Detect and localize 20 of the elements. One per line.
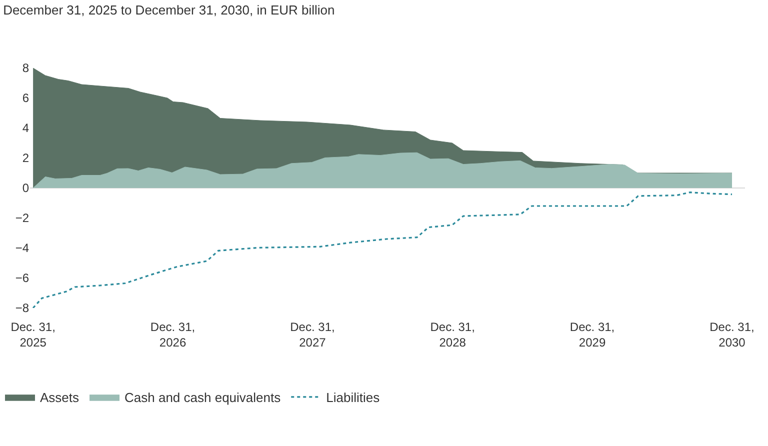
y-tick-label: 4 — [22, 121, 30, 136]
legend-label: Assets — [40, 390, 80, 405]
x-tick-label: Dec. 31, 2030 — [710, 320, 754, 350]
y-tick-label: 2 — [22, 151, 30, 166]
x-tick-label: Dec. 31, 2029 — [570, 320, 615, 350]
y-tick-label: 8 — [22, 61, 30, 76]
line-series — [32, 192, 733, 308]
y-tick-label: −2 — [15, 211, 30, 226]
y-tick-label: −8 — [15, 301, 30, 316]
x-tick-label: Dec. 31, 2026 — [150, 320, 196, 350]
legend-label: Liabilities — [326, 390, 380, 405]
y-tick-label: 6 — [22, 91, 30, 106]
chart-title: December 31, 2025 to December 31, 2030, in EUR billion — [3, 2, 335, 18]
x-tick-label: Dec. 31, 2028 — [430, 320, 475, 350]
y-tick-label: 0 — [22, 181, 30, 196]
y-tick-label: −4 — [15, 241, 30, 256]
y-tick-label: −6 — [15, 271, 30, 286]
legend-label: Cash and cash equivalents — [124, 390, 282, 405]
x-tick-label: Dec. 31, 2025 — [10, 320, 56, 350]
x-tick-label: Dec. 31, 2027 — [290, 320, 335, 350]
